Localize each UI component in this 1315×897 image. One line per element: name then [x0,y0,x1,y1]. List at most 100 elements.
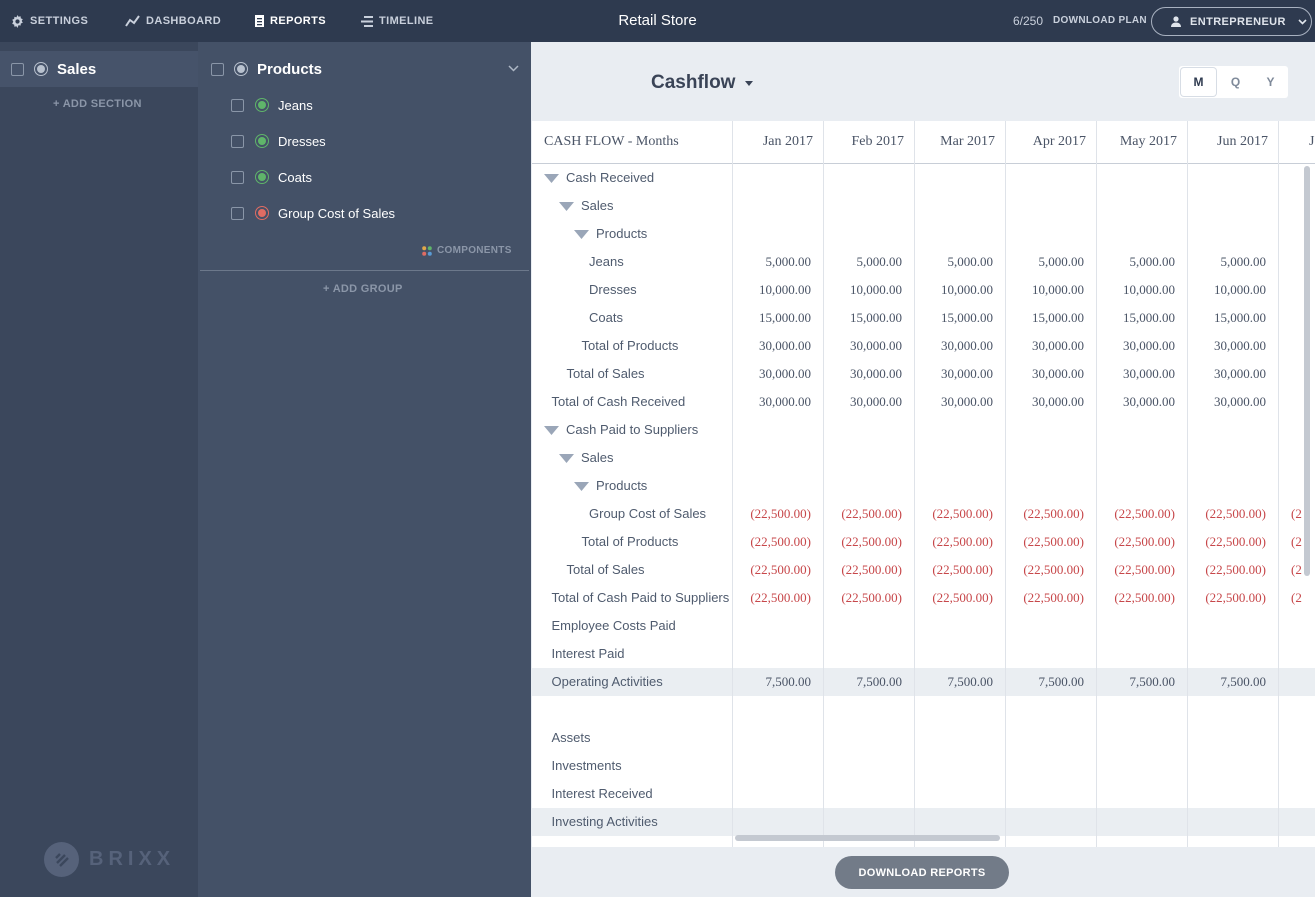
row-label[interactable]: Sales [559,192,614,220]
table-row: Total of Sales 30,000.00 30,000.00 30,000.0… [532,360,1315,388]
group-status-icon [234,62,248,76]
row-label-text: Investing Activities [551,814,658,829]
period-month-button[interactable]: M [1181,68,1216,96]
user-menu-button[interactable]: ENTREPRENEUR [1151,7,1312,36]
row-label-text: Total of Sales [566,366,645,381]
group-row-products[interactable]: Products [198,51,531,87]
table-cell: 15,000.00 [759,310,811,325]
column-header: Feb 2017 [823,121,914,164]
row-label-text: Investments [551,758,622,773]
group-checkbox[interactable] [211,62,224,76]
chevron-down-icon[interactable] [508,65,519,72]
list-item[interactable]: Group Cost of Sales [231,204,395,222]
list-item[interactable]: Jeans [231,96,313,114]
table-cell: (22,500.00) [1114,506,1175,521]
cashflow-table: CASH FLOW - Months Jan 2017 Feb 2017 Mar… [532,121,1315,847]
row-label: Group Cost of Sales [589,500,706,528]
row-label: Total of Sales [567,360,645,388]
table-cell: 15,000.00 [1123,310,1175,325]
collapse-triangle-icon[interactable] [544,425,559,435]
column-header: May 2017 [1096,121,1187,164]
collapse-triangle-icon[interactable] [559,453,574,463]
download-reports-button[interactable]: DOWNLOAD REPORTS [835,856,1009,889]
status-green-icon [255,170,269,184]
row-label-cell: Jeans [532,248,732,276]
row-label[interactable]: Products [574,220,647,248]
period-quarter-button[interactable]: Q [1230,75,1241,89]
download-plan-link[interactable]: DOWNLOAD PLAN [1053,15,1147,26]
components-button[interactable]: COMPONENTS [422,245,512,256]
divider [200,270,529,271]
list-item[interactable]: Dresses [231,132,326,150]
nav-reports-label: REPORTS [270,15,326,27]
column-divider [1096,164,1097,847]
table-cell: 30,000.00 [1214,338,1266,353]
table-row: Operating Activities 7,500.00 7,500.00 7,50… [532,668,1315,696]
item-checkbox[interactable] [231,170,244,184]
collapse-triangle-icon[interactable] [559,201,574,211]
table-row: Group Cost of Sales (22,500.00) (22,500.00… [532,500,1315,528]
table-cell: 30,000.00 [941,366,993,381]
collapse-triangle-icon[interactable] [574,481,589,491]
row-label-text: Cash Received [566,170,655,185]
vertical-scrollbar[interactable] [1304,166,1310,576]
row-label[interactable]: Sales [559,444,614,472]
row-label-cell: Dresses [532,276,732,304]
collapse-triangle-icon[interactable] [574,229,589,239]
user-icon [1171,16,1181,27]
table-cell: 7,500.00 [1129,674,1176,689]
row-label-text: Total of Sales [566,562,645,577]
table-cell: (22,500.00) [1205,534,1266,549]
horizontal-scrollbar[interactable] [735,835,1000,841]
row-label[interactable]: Products [574,472,647,500]
table-cell: 10,000.00 [1214,282,1266,297]
row-label[interactable]: Cash Received [544,164,654,192]
top-bar: SETTINGS DASHBOARD REPORTS TIMELINE Reta… [0,0,1315,42]
row-label-text: Employee Costs Paid [551,618,676,633]
table-cell: 30,000.00 [941,338,993,353]
column-header: Mar 2017 [914,121,1005,164]
table-cell: 30,000.00 [759,394,811,409]
table-row: Total of Products 30,000.00 30,000.00 30,00… [532,332,1315,360]
table-cell: 30,000.00 [1214,366,1266,381]
section-checkbox[interactable] [11,62,24,76]
row-label-cell [532,696,732,724]
table-row: Coats 15,000.00 15,000.00 15,000.00 15,000.0… [532,304,1315,332]
nav-reports[interactable]: REPORTS [255,0,326,42]
nav-timeline[interactable]: TIMELINE [361,0,434,42]
table-cell: (22,500.00) [1205,590,1266,605]
list-item[interactable]: Coats [231,168,312,186]
nav-settings[interactable]: SETTINGS [11,0,88,42]
plan-count: 6/250 [1013,14,1044,28]
table-cell: 15,000.00 [850,310,902,325]
nav-dashboard[interactable]: DASHBOARD [125,0,221,42]
section-row-sales[interactable]: Sales [0,51,198,87]
row-label-cell: Products [532,472,732,500]
table-cell: 30,000.00 [759,338,811,353]
table-cell: (22,500.00) [1023,534,1084,549]
item-checkbox[interactable] [231,206,244,220]
table-cell: 5,000.00 [856,254,903,269]
status-red-icon [255,206,269,220]
report-selector[interactable]: Cashflow [651,72,754,94]
item-checkbox[interactable] [231,98,244,112]
collapse-triangle-icon[interactable] [544,173,559,183]
row-label-cell: Operating Activities [532,668,732,696]
row-label-text: Jeans [589,254,624,269]
row-label: Investing Activities [552,808,658,836]
table-cell: (22,500.00) [750,562,811,577]
row-label[interactable]: Cash Paid to Suppliers [544,416,698,444]
table-cell: 30,000.00 [1032,338,1084,353]
period-year-button[interactable]: Y [1266,75,1275,89]
row-label: Jeans [589,248,624,276]
table-cell: (22,500.00) [1114,590,1175,605]
table-cell: 30,000.00 [1032,366,1084,381]
table-cell: (22,500.00) [1023,590,1084,605]
row-label-cell: Products [532,220,732,248]
table-row: Jeans 5,000.00 5,000.00 5,000.00 5,000.00 5,0… [532,248,1315,276]
add-section-button[interactable]: + ADD SECTION [53,98,142,110]
table-cell: 5,000.00 [1129,254,1176,269]
table-cell: (22,500.00) [1114,562,1175,577]
item-checkbox[interactable] [231,134,244,148]
add-group-button[interactable]: + ADD GROUP [323,283,403,295]
